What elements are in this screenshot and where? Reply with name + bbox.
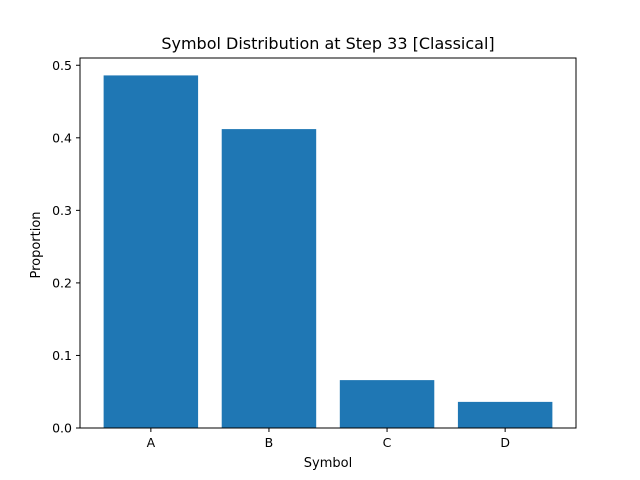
plot-frame: [79, 57, 577, 429]
x-axis: A B C D: [147, 428, 510, 450]
y-tick-label: 0.0: [52, 421, 72, 436]
y-tick-label: 0.2: [52, 275, 72, 290]
y-axis-label: Proportion: [29, 211, 44, 278]
x-tick-label: C: [383, 435, 392, 450]
x-tick-label: A: [147, 435, 156, 450]
bar-c: [339, 380, 435, 428]
bar-a: [103, 75, 199, 428]
bar-d: [457, 401, 553, 428]
y-tick-label: 0.5: [52, 58, 72, 73]
x-axis-label: Symbol: [304, 456, 352, 471]
y-tick-label: 0.4: [52, 130, 72, 145]
chart-title: Symbol Distribution at Step 33 [Classica…: [161, 34, 494, 53]
x-tick-label: D: [500, 435, 510, 450]
y-tick-label: 0.3: [52, 203, 72, 218]
y-tick-label: 0.1: [52, 348, 72, 363]
x-tick-label: B: [265, 435, 274, 450]
y-axis: 0.0 0.1 0.2 0.3 0.4 0.5: [52, 58, 80, 436]
bar-b: [221, 129, 317, 429]
bars-group: [103, 75, 553, 429]
